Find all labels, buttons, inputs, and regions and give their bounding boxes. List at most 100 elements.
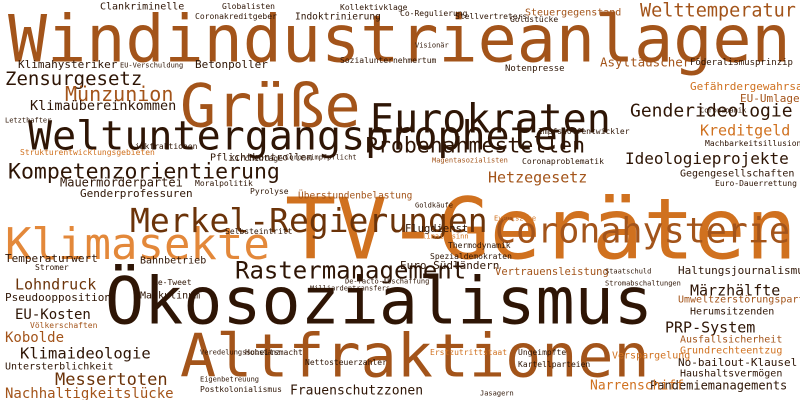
word: Kartellparteien bbox=[518, 360, 590, 369]
word: Postkolonialismus bbox=[200, 385, 282, 394]
word: Grüße bbox=[180, 72, 361, 142]
word: Coronaimpfpflicht bbox=[285, 154, 357, 162]
word: Sozialunternehmertum bbox=[340, 56, 437, 65]
word: Kirchentage bbox=[230, 154, 283, 163]
word: PRP-System bbox=[665, 318, 755, 336]
word: Klimaideologie bbox=[20, 345, 151, 363]
word: Föderalismusprinzip bbox=[690, 58, 793, 68]
word: Milliardentransfers bbox=[310, 285, 390, 293]
word: Asyltäuscher bbox=[600, 55, 691, 70]
word: Hoheitsmacht bbox=[245, 348, 303, 357]
word: Moralpolitik bbox=[195, 179, 253, 188]
word: Zensurgesetz bbox=[5, 68, 142, 90]
word: Genderideologie bbox=[630, 100, 793, 121]
word: Coronapanik bbox=[700, 107, 747, 115]
word: Stromer bbox=[35, 263, 69, 272]
word: Lohndruck bbox=[15, 275, 96, 293]
word: Mauermörderpartei bbox=[60, 175, 183, 189]
word: Bahnbetrieb bbox=[140, 256, 206, 267]
word: Ungeimpfte bbox=[518, 348, 566, 357]
word: Strukturentwicklungsgebieten bbox=[20, 148, 155, 157]
word: Münzunion bbox=[65, 82, 173, 106]
word: Genderprofessuren bbox=[80, 187, 193, 200]
word: Goldkäufe bbox=[415, 202, 453, 210]
word: Kollektivklage bbox=[340, 3, 408, 12]
word: Maskulinum bbox=[140, 291, 200, 302]
word: Coronaproblematik bbox=[522, 157, 604, 166]
word: Kreditgeld bbox=[700, 121, 790, 139]
word: Klimahysteriker bbox=[18, 58, 118, 71]
word: Probenahmestellen bbox=[365, 134, 585, 159]
word: Ideologieprojekte bbox=[625, 149, 789, 168]
word: Verspargelung bbox=[612, 351, 690, 362]
word: Selbsteintritt bbox=[225, 227, 293, 236]
word: Hetzegesetz bbox=[488, 168, 587, 186]
word: Klimaübereinkommen bbox=[30, 98, 176, 114]
word: Haushaltsvermögen bbox=[680, 369, 782, 380]
word: Überstundenbelastung bbox=[298, 190, 412, 201]
word: Goldstücke bbox=[510, 15, 558, 24]
word: Umweltzerstörungspartei bbox=[678, 295, 800, 306]
word: Frauenschutzzonen bbox=[290, 384, 423, 399]
word: Coronahysterie bbox=[495, 212, 790, 252]
word: Flugdienst bbox=[405, 223, 468, 235]
word: Globalisten bbox=[222, 2, 275, 11]
word: Machbarkeitsillusion bbox=[705, 139, 800, 148]
word: Visionär bbox=[415, 42, 449, 50]
word: EU-Verschuldung bbox=[120, 62, 183, 70]
word: Spezialdemokraten bbox=[430, 252, 512, 261]
word: Jasagern bbox=[480, 390, 514, 398]
word: Weltuntergangspropheten bbox=[28, 113, 582, 159]
word: Rastermanagement bbox=[235, 257, 466, 285]
word: Klimairrsinn bbox=[418, 233, 469, 241]
word: Notenpresse bbox=[505, 64, 565, 74]
word: Thermodynamik bbox=[448, 241, 511, 250]
word: Temperaturwert bbox=[5, 252, 98, 265]
word: Impfstoffentwickler bbox=[538, 127, 630, 136]
word: Pandemiemanagements bbox=[650, 378, 787, 392]
word: Kobolde bbox=[5, 330, 64, 346]
word: Narrenschiff bbox=[590, 379, 684, 394]
word: Stromabschaltungen bbox=[605, 280, 681, 288]
word: TV-Geräten bbox=[285, 181, 797, 280]
word: Pseudoopposition bbox=[5, 291, 111, 304]
word: Clankriminelle bbox=[100, 2, 184, 13]
word: Indoktrinierung bbox=[295, 11, 381, 22]
word: Eurokraten bbox=[370, 96, 611, 142]
word: Linkfraktionen bbox=[130, 142, 198, 151]
word: No-bailout-Klausel bbox=[678, 356, 797, 369]
word: Co-Regulierung bbox=[400, 9, 468, 18]
word: Welttemperatur bbox=[640, 1, 796, 22]
word: Merkel-Regierungen bbox=[130, 201, 488, 240]
word: Ökosozialismus bbox=[105, 263, 653, 339]
word: Magentasozialisten bbox=[432, 157, 508, 165]
word: Ausfallsicherheit bbox=[680, 335, 782, 346]
word: Euro-Südländern bbox=[400, 259, 499, 272]
word: Staatschuld bbox=[605, 268, 651, 276]
word: Haltungsjournalismus bbox=[678, 264, 800, 277]
word: Pflichtkontrollen bbox=[210, 153, 312, 164]
word: Märzhälfte bbox=[690, 281, 780, 299]
word: Altfraktionen bbox=[180, 322, 650, 392]
word: Kompetenzorientierung bbox=[8, 160, 280, 185]
word: Erstzutrittstaat bbox=[430, 348, 507, 357]
word: Nettosteuerzahler bbox=[305, 358, 387, 367]
word: Messertoten bbox=[55, 370, 168, 390]
word: Betonpoller bbox=[195, 58, 268, 71]
word: Herumsitzenden bbox=[690, 307, 774, 318]
word: Untersterblichkeit bbox=[5, 362, 113, 373]
word: Eigenbetreuung bbox=[200, 376, 259, 384]
word: Euro-Dauerrettung bbox=[715, 179, 797, 188]
word: Gefährdergewahrsam bbox=[690, 80, 800, 93]
word: Grundrechteentzug bbox=[680, 346, 782, 357]
word: EU-Umlage bbox=[740, 92, 800, 105]
word: Vertrauensleistung bbox=[495, 266, 609, 278]
word: Pyrolyse bbox=[250, 187, 289, 196]
word: Stellvertreters bbox=[455, 12, 527, 21]
word: Völkerschaften bbox=[30, 321, 98, 330]
word: Letzthafter bbox=[5, 117, 51, 125]
word: De-facto-Abschaffung bbox=[345, 278, 429, 286]
word: Re-Tweet bbox=[153, 278, 192, 287]
word: Nachhaltigkeitslücke bbox=[5, 386, 174, 400]
